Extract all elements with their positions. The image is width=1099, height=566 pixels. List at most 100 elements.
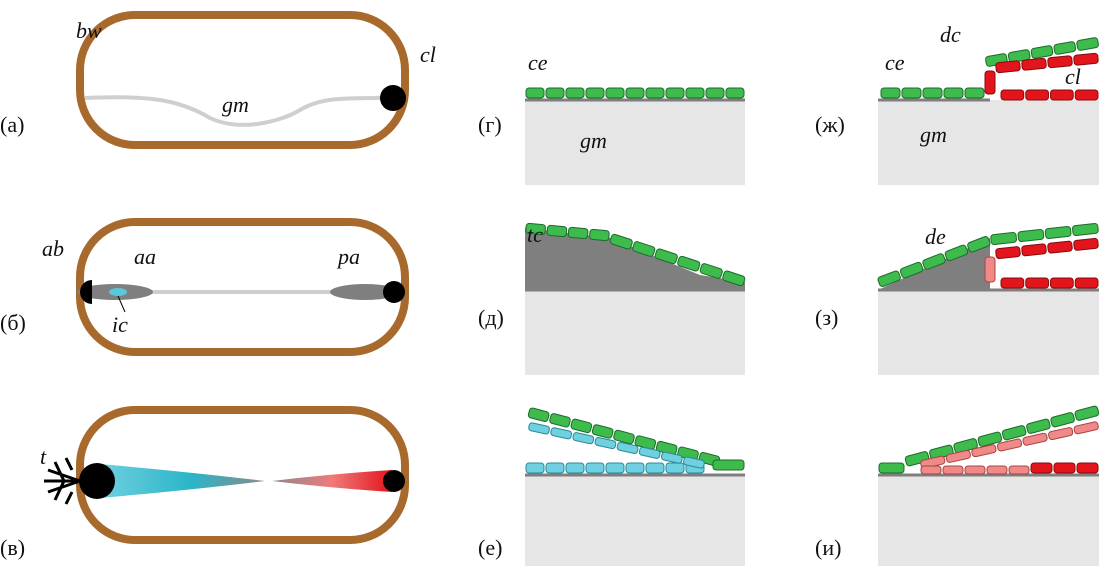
cell xyxy=(1051,278,1074,288)
cell xyxy=(1001,278,1024,288)
annotation: cl xyxy=(420,42,436,67)
cell xyxy=(626,88,644,98)
annotation: pa xyxy=(336,244,360,269)
mound xyxy=(525,228,745,290)
cell xyxy=(881,88,900,98)
posterior-blastema xyxy=(383,281,405,303)
cell xyxy=(987,466,1007,474)
cell xyxy=(1050,412,1075,428)
cell xyxy=(613,430,635,445)
cell xyxy=(666,88,684,98)
cell xyxy=(606,88,624,98)
cell xyxy=(713,460,744,470)
cell xyxy=(1001,90,1024,100)
cell xyxy=(592,424,614,439)
cell xyxy=(1054,463,1075,473)
panel-label: (д) xyxy=(478,305,504,330)
cell xyxy=(990,232,1016,245)
annotation: ab xyxy=(42,236,64,261)
interstitial-cell xyxy=(109,288,127,296)
cell xyxy=(1073,238,1098,250)
cell xyxy=(921,466,941,474)
cell xyxy=(1076,37,1099,51)
annotation: gm xyxy=(222,92,249,117)
cell xyxy=(1074,421,1099,434)
cell xyxy=(1074,405,1099,421)
cell xyxy=(686,88,704,98)
cell xyxy=(1026,418,1051,434)
cell xyxy=(1031,463,1052,473)
cell xyxy=(526,463,544,473)
panel-a: (а) bw cl gm xyxy=(0,15,436,145)
cell xyxy=(1075,278,1098,288)
cell xyxy=(550,427,572,439)
cell xyxy=(1077,463,1098,473)
annotation: cl xyxy=(1065,64,1081,89)
cell xyxy=(528,422,550,434)
cell xyxy=(594,437,616,449)
cell xyxy=(1022,58,1047,70)
annotation: ce xyxy=(528,50,548,75)
cell xyxy=(1031,45,1054,59)
posterior-spindle xyxy=(272,470,392,492)
cell-cluster xyxy=(380,85,406,111)
annotation: aa xyxy=(134,244,156,269)
annotation: bw xyxy=(76,18,102,43)
cell xyxy=(1045,226,1071,239)
panel-label: (е) xyxy=(478,535,502,560)
cell xyxy=(1009,466,1029,474)
cell xyxy=(570,419,592,434)
cell xyxy=(528,407,550,422)
cell xyxy=(1048,427,1073,440)
annotation: gm xyxy=(920,122,947,147)
cell xyxy=(902,88,921,98)
gut-mass xyxy=(878,475,1099,566)
cell xyxy=(1026,90,1049,100)
annotation: de xyxy=(925,224,946,249)
panel-b: (б) ab aa pa ic xyxy=(0,222,405,352)
cell xyxy=(526,88,544,98)
panel-label: (ж) xyxy=(815,112,845,137)
gut-mass xyxy=(878,100,1099,185)
cell xyxy=(666,463,684,473)
cell xyxy=(546,88,564,98)
annotation: tc xyxy=(527,222,543,247)
gut-mass xyxy=(525,100,745,185)
panel-label: (а) xyxy=(0,112,24,137)
annotation: ic xyxy=(112,312,128,337)
cell xyxy=(1047,241,1072,253)
tentacles xyxy=(44,458,80,504)
cell xyxy=(923,88,942,98)
cell xyxy=(965,466,985,474)
cell xyxy=(996,61,1021,73)
panel-c: (в) t xyxy=(0,410,405,560)
cell xyxy=(706,88,724,98)
cell xyxy=(1026,278,1049,288)
cell xyxy=(586,463,604,473)
cell xyxy=(566,463,584,473)
cell xyxy=(1054,41,1077,55)
cell xyxy=(568,227,588,239)
cell xyxy=(1051,90,1074,100)
cell xyxy=(572,432,594,444)
gut-mass xyxy=(525,290,745,375)
cell xyxy=(626,463,644,473)
cell xyxy=(1022,433,1047,446)
cell xyxy=(546,463,564,473)
figure: (а) bw cl gm (б) ab aa pa ic (в) t (г xyxy=(0,0,1099,566)
cell xyxy=(1002,425,1027,441)
anterior-blastema xyxy=(79,463,115,499)
cell xyxy=(985,257,995,282)
panel-label: (з) xyxy=(815,305,838,330)
annotation: gm xyxy=(580,128,607,153)
cell xyxy=(566,88,584,98)
cell xyxy=(944,88,963,98)
panel-label: (г) xyxy=(478,112,502,137)
gut-mass xyxy=(525,475,745,566)
cell xyxy=(1075,90,1098,100)
cell xyxy=(1072,223,1098,236)
cell xyxy=(547,225,567,237)
cell xyxy=(726,88,744,98)
annotation: ce xyxy=(885,50,905,75)
cell xyxy=(606,463,624,473)
